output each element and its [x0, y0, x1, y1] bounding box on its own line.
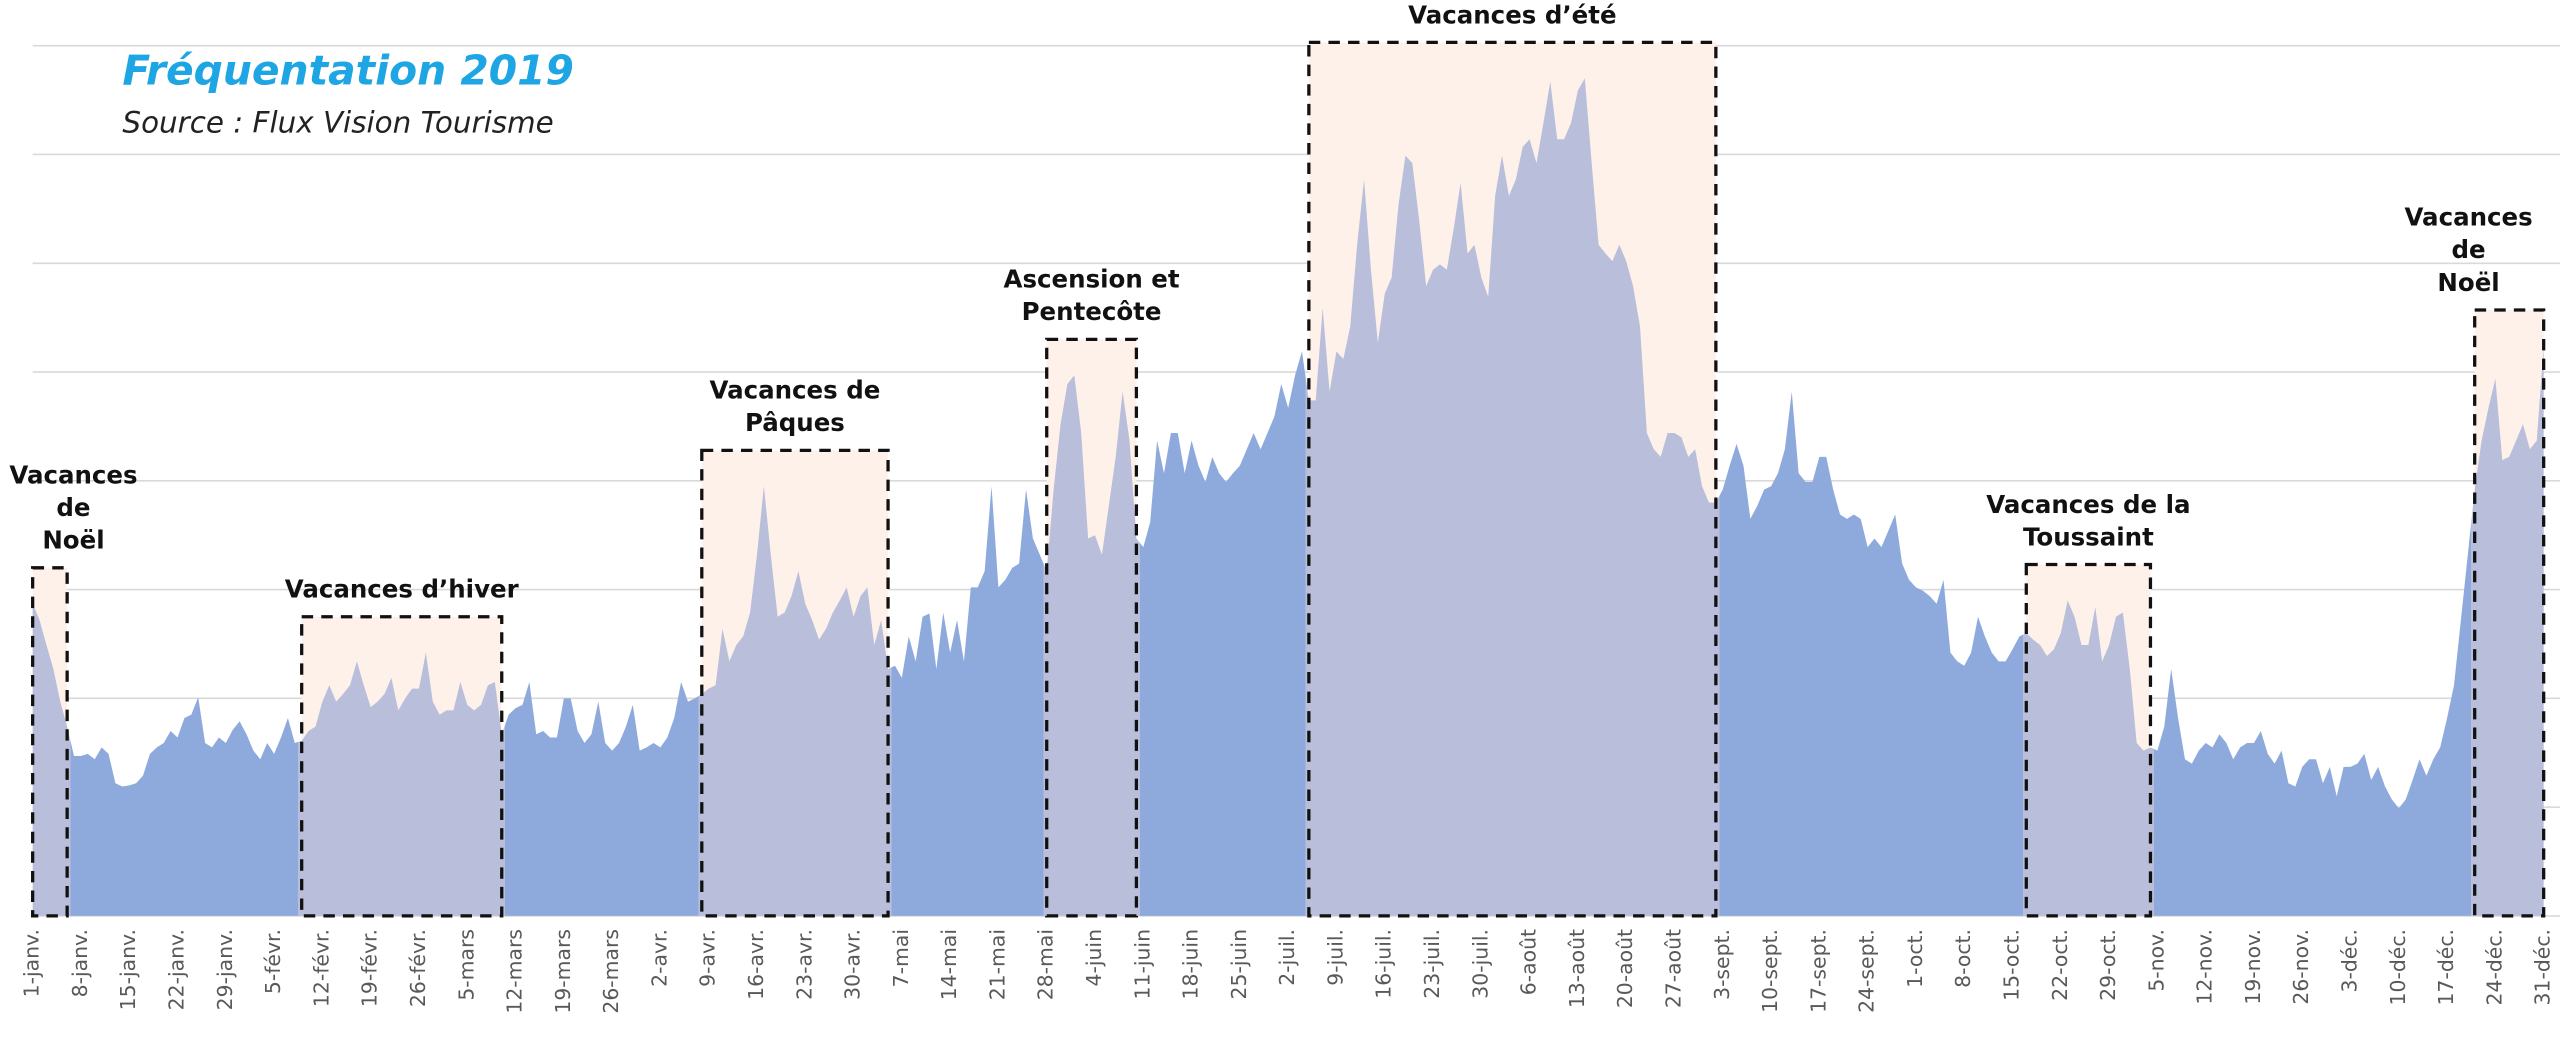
x-tick-label: 8-oct.	[1951, 929, 1975, 988]
x-tick-label: 30-avr.	[841, 929, 865, 1000]
x-tick-label: 17-déc.	[2434, 929, 2458, 1006]
x-tick-label: 3-déc.	[2338, 929, 2362, 993]
vacation-label: Noël	[42, 526, 104, 555]
annotations: Vacances de Noël Vacances d’hiver Vacances d…	[9, 0, 2532, 603]
x-tick-label: 6-août	[1517, 929, 1541, 995]
vacation-label: de	[2452, 235, 2486, 264]
x-axis: 1-janv. 8-janv. 15-janv. 22-janv. 29-janv. 5-…	[20, 929, 2555, 1014]
vacation-frame	[2473, 308, 2546, 918]
x-tick-label: 7-mai	[889, 929, 913, 987]
vacation-label: Vacances d’été	[1408, 0, 1616, 29]
x-tick-label: 9-juil.	[1323, 929, 1347, 986]
x-tick-label: 22-janv.	[165, 929, 189, 1010]
x-tick-label: 27-août	[1661, 929, 1685, 1008]
x-tick-label: 12-nov.	[2193, 929, 2217, 1005]
x-tick-label: 8-janv.	[68, 929, 92, 997]
vacation-label: Vacances	[9, 460, 137, 489]
x-tick-label: 26-nov.	[2289, 929, 2313, 1005]
x-tick-label: 15-oct.	[1999, 929, 2023, 1001]
vacation-label: Pentecôte	[1022, 297, 1162, 326]
vacation-frame	[700, 448, 890, 918]
x-tick-label: 1-janv.	[20, 929, 44, 997]
x-tick-label: 25-juin	[1227, 929, 1251, 999]
x-tick-label: 22-oct.	[2048, 929, 2072, 1001]
vacation-frame	[31, 566, 69, 918]
x-tick-label: 30-juil.	[1468, 929, 1492, 999]
vacation-label: Vacances de	[710, 376, 881, 405]
x-tick-label: 26-févr.	[406, 929, 430, 1007]
area	[32, 78, 2544, 916]
chart-subtitle: Source : Flux Vision Tourisme	[122, 106, 553, 140]
x-tick-label: 4-juin	[1082, 929, 1106, 987]
x-tick-label: 23-juil.	[1420, 929, 1444, 999]
x-tick-label: 2-juil.	[1275, 929, 1299, 986]
x-tick-label: 23-avr.	[792, 929, 816, 1000]
x-tick-label: 29-janv.	[213, 929, 237, 1010]
x-tick-label: 26-mars	[599, 929, 623, 1014]
x-tick-label: 24-déc.	[2482, 929, 2506, 1006]
vacation-frame	[300, 615, 504, 918]
x-tick-label: 12-mars	[503, 929, 527, 1014]
x-tick-label: 28-mai	[1034, 929, 1058, 1000]
vacation-label: Noël	[2437, 268, 2499, 297]
x-tick-label: 19-févr.	[358, 929, 382, 1007]
x-tick-label: 1-oct.	[1903, 929, 1927, 988]
x-tick-label: 24-sept.	[1855, 929, 1879, 1013]
x-tick-label: 29-oct.	[2096, 929, 2120, 1001]
x-tick-label: 10-déc.	[2386, 929, 2410, 1006]
vacation-label: de	[56, 493, 90, 522]
vacation-frame	[2024, 562, 2153, 918]
x-tick-label: 18-juin	[1179, 929, 1203, 999]
x-tick-label: 15-janv.	[116, 929, 140, 1010]
x-tick-label: 31-déc.	[2531, 929, 2555, 1006]
x-tick-label: 20-août	[1613, 929, 1637, 1008]
x-tick-label: 21-mai	[985, 929, 1009, 1000]
x-tick-label: 3-sept.	[1710, 929, 1734, 1000]
x-tick-label: 19-nov.	[2241, 929, 2265, 1005]
vacation-frames	[31, 40, 2546, 918]
vacation-label: Toussaint	[2023, 522, 2154, 551]
vacation-frame	[1307, 40, 1718, 918]
vacation-label: Vacances	[2404, 203, 2532, 232]
x-tick-label: 14-mai	[937, 929, 961, 1000]
x-tick-label: 2-avr.	[647, 929, 671, 987]
x-tick-label: 16-avr.	[744, 929, 768, 1000]
x-tick-label: 10-sept.	[1758, 929, 1782, 1013]
x-tick-label: 17-sept.	[1806, 929, 1830, 1013]
x-tick-label: 5-mars	[454, 929, 478, 1001]
vacation-label: Ascension et	[1004, 265, 1180, 294]
vacation-label: Vacances de la	[1986, 490, 2190, 519]
x-tick-label: 5-nov.	[2144, 929, 2168, 992]
vacation-label: Pâques	[745, 408, 845, 437]
x-tick-label: 9-avr.	[696, 929, 720, 987]
x-tick-label: 13-août	[1565, 929, 1589, 1008]
vacation-frame	[1045, 337, 1139, 918]
x-tick-label: 12-févr.	[309, 929, 333, 1007]
area-layer	[32, 78, 2544, 916]
x-tick-label: 5-févr.	[261, 929, 285, 994]
x-tick-label: 11-juin	[1130, 929, 1154, 999]
chart-title: Fréquentation 2019	[122, 46, 573, 94]
x-tick-label: 16-juil.	[1372, 929, 1396, 999]
vacation-label: Vacances d’hiver	[285, 575, 519, 604]
x-tick-label: 19-mars	[551, 929, 575, 1014]
